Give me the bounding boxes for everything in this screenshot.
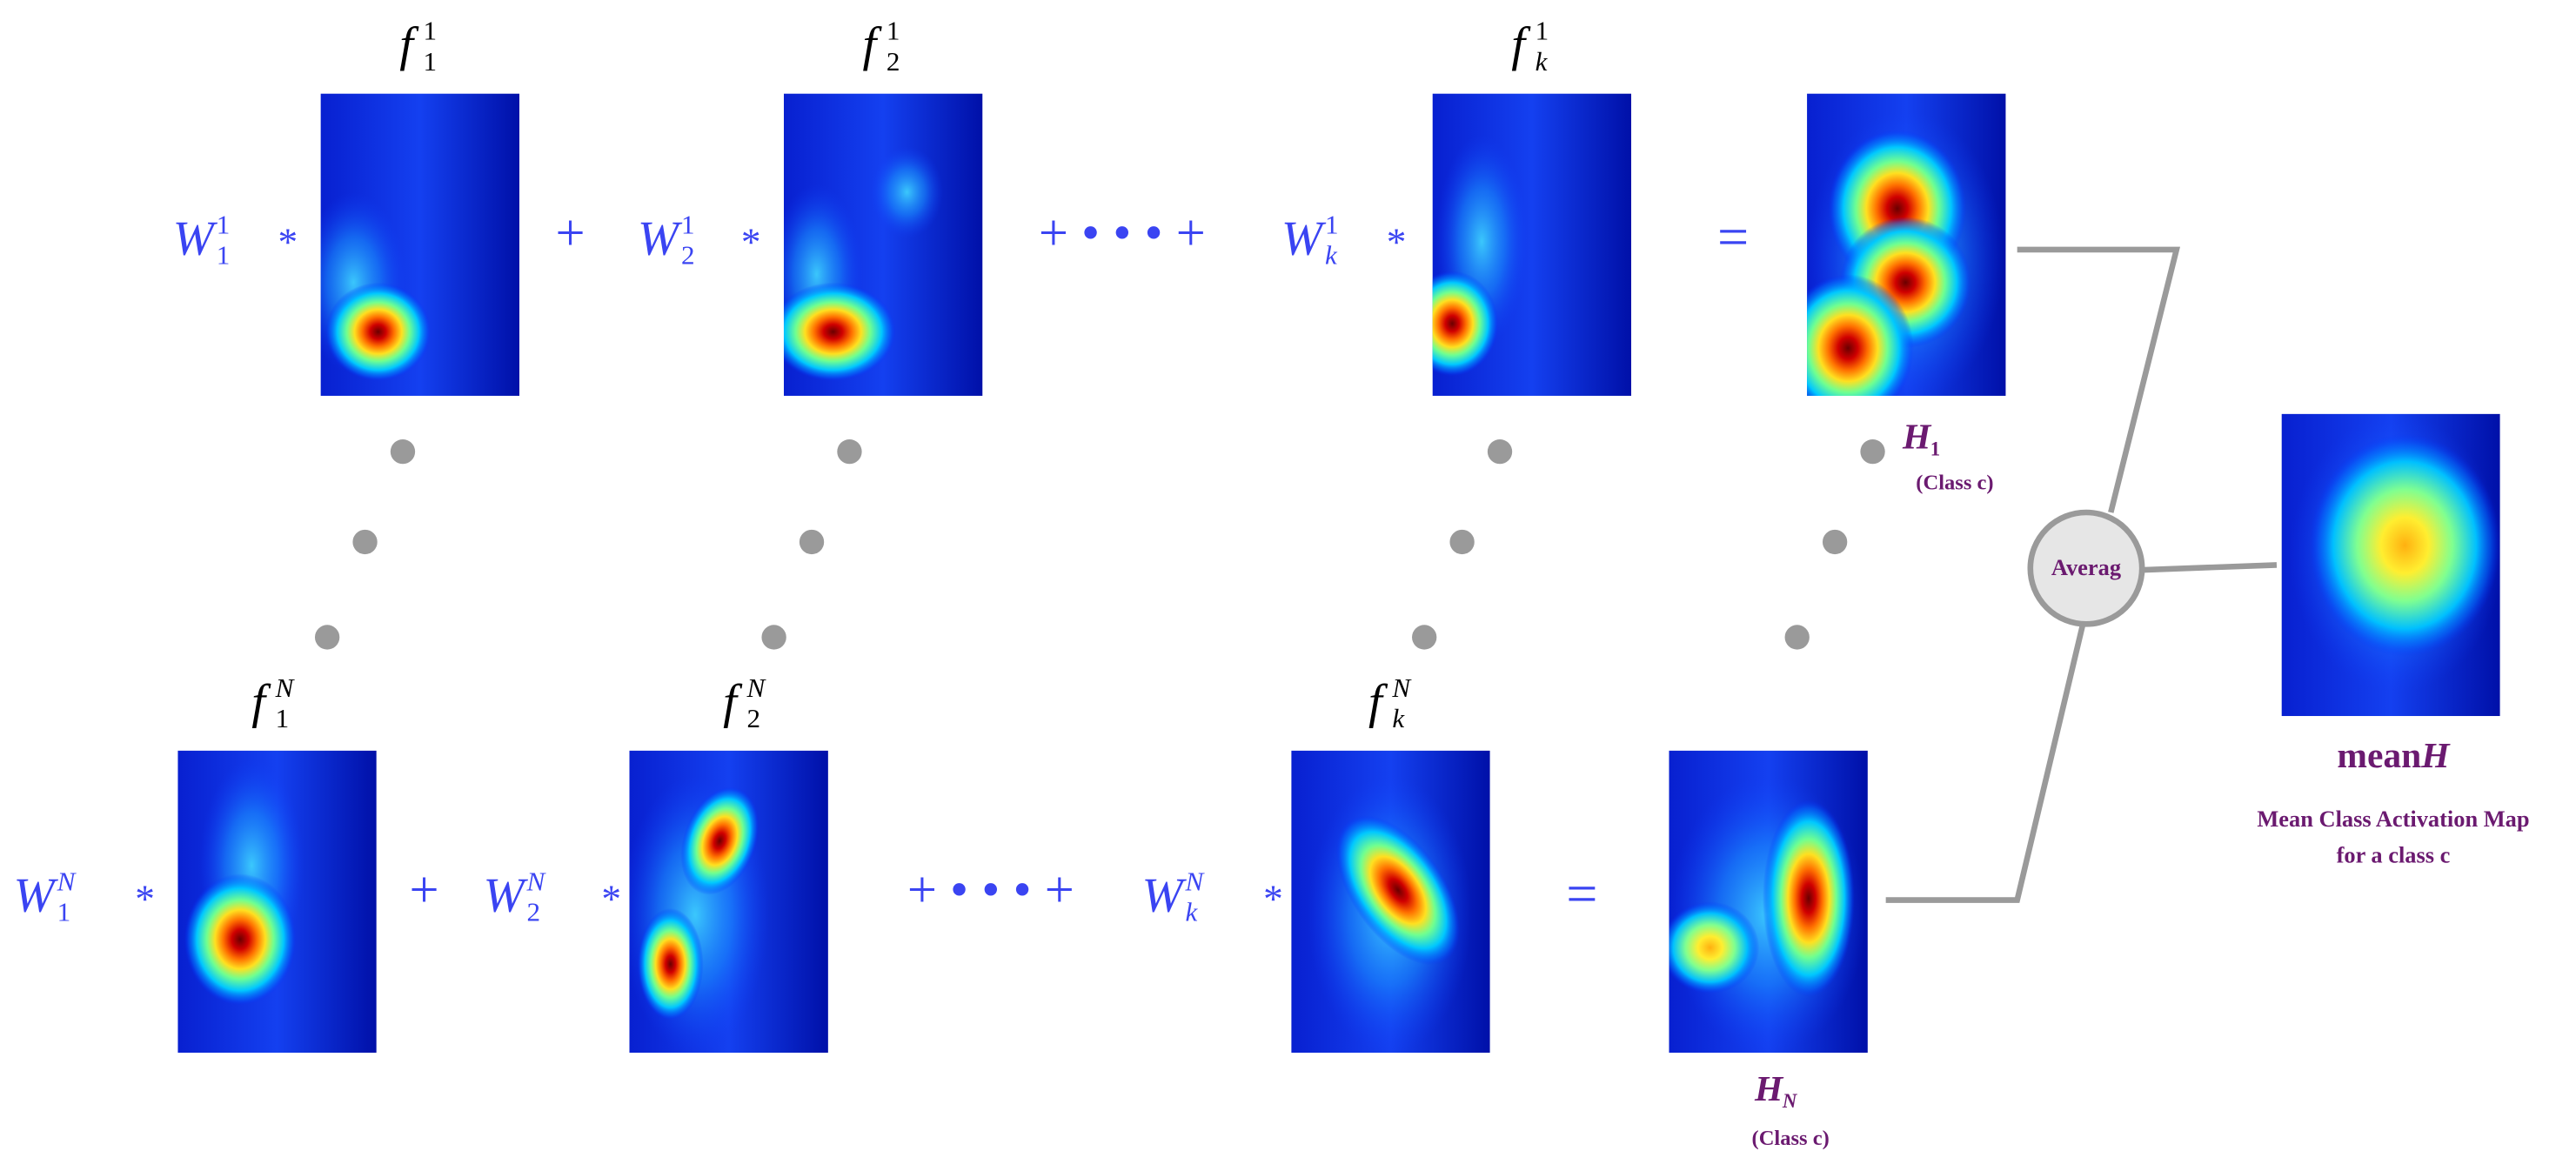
continuation-dot <box>799 529 825 555</box>
multiply-sign: * <box>278 221 298 264</box>
heatmap <box>1432 93 1632 396</box>
math-sup: 1 <box>887 16 900 46</box>
math-sub: N <box>1782 1090 1798 1112</box>
heat-blob <box>2309 433 2500 658</box>
math-sup: N <box>275 672 296 703</box>
continuation-dot <box>1487 438 1513 465</box>
math-sup: 1 <box>681 209 695 239</box>
math-base: f <box>251 675 271 729</box>
heat-blob <box>325 282 432 381</box>
heat-blob <box>1669 901 1760 994</box>
continuation-dot <box>1822 529 1848 555</box>
math-sub: 2 <box>681 240 695 271</box>
continuation-dot <box>1412 625 1437 650</box>
multiply-sign: * <box>135 878 155 921</box>
math-sub: 2 <box>887 46 900 77</box>
math-sub: 1 <box>57 897 71 927</box>
math-sub: k <box>1325 240 1338 271</box>
equals-sign: = <box>1566 863 1597 925</box>
heatmap <box>1807 93 2006 396</box>
heat-blob <box>637 907 704 1020</box>
continuation-dot <box>1860 438 1885 465</box>
multiply-sign: * <box>1263 878 1283 921</box>
math-base: f <box>723 675 743 729</box>
operator: + • • • + <box>1039 204 1206 263</box>
multiply-sign: * <box>741 221 761 264</box>
math-base: W <box>173 211 218 265</box>
continuation-dot <box>1449 529 1475 555</box>
math-base: W <box>1281 211 1327 265</box>
math-base: W <box>638 211 683 265</box>
heatmap <box>2281 413 2500 717</box>
heat-blob <box>870 146 944 238</box>
heatmap <box>783 93 983 396</box>
continuation-dot <box>314 625 340 650</box>
continuation-dot <box>352 529 378 555</box>
heat-blob <box>1763 800 1855 997</box>
math-sub: 1 <box>276 703 290 733</box>
math-sup: N <box>526 867 547 897</box>
math-sub: k <box>1536 46 1549 77</box>
mean-title-base: mean <box>2337 735 2421 775</box>
equals-sign: = <box>1717 206 1749 268</box>
math-base: W <box>1141 869 1187 923</box>
math-base: H <box>1902 416 1932 456</box>
heat-blob <box>1335 815 1461 966</box>
average-label: Averag <box>2051 554 2121 580</box>
operator: + <box>409 861 438 920</box>
multiply-sign: * <box>1387 221 1407 264</box>
connector <box>2017 246 2181 513</box>
continuation-dot <box>390 438 416 465</box>
mean-caption: for a class c <box>2337 841 2451 867</box>
math-base: f <box>399 18 419 72</box>
heat-blob <box>783 282 896 381</box>
math-sup: 1 <box>1325 209 1339 239</box>
math-sub: 2 <box>746 703 760 733</box>
heatmap <box>1669 750 1868 1054</box>
math-sup: N <box>57 867 77 897</box>
heatmap <box>629 750 828 1054</box>
heatmap <box>320 93 520 396</box>
math-sup: 1 <box>424 16 438 46</box>
math-sub: k <box>1392 703 1405 733</box>
average-node <box>2027 509 2145 627</box>
math-sup: N <box>1185 867 1206 897</box>
heatmap <box>177 750 377 1054</box>
connector <box>2143 562 2278 573</box>
math-sub: k <box>1186 897 1199 927</box>
math-base: W <box>14 869 59 923</box>
math-sup: N <box>746 672 766 703</box>
heat-blob <box>1807 274 1914 396</box>
math-sub: 1 <box>424 46 438 77</box>
class-note: (Class c) <box>1752 1127 1830 1150</box>
math-base: f <box>1368 675 1388 729</box>
math-sub: 2 <box>527 897 541 927</box>
continuation-dot <box>1784 625 1810 650</box>
operator: + <box>556 204 585 263</box>
mean-caption: Mean Class Activation Map <box>2257 806 2529 832</box>
math-base: f <box>863 18 883 72</box>
heat-blob <box>184 873 297 1006</box>
math-sup: 1 <box>217 209 231 239</box>
continuation-dot <box>837 438 862 465</box>
connector <box>1885 623 2086 903</box>
math-sub: 1 <box>1930 438 1940 460</box>
heat-blob <box>1432 271 1499 377</box>
heatmap <box>1291 750 1490 1054</box>
math-sup: N <box>1391 672 1412 703</box>
class-note: (Class c) <box>1916 472 1993 495</box>
operator: + • • • + <box>907 861 1074 920</box>
math-base: H <box>1754 1068 1784 1108</box>
mean-title: meanH <box>2337 735 2451 775</box>
math-base: f <box>1511 18 1531 72</box>
math-sup: 1 <box>1536 16 1549 46</box>
heat-blob <box>680 786 759 895</box>
math-sub: 1 <box>217 240 231 271</box>
multiply-sign: * <box>601 878 621 921</box>
math-base: W <box>483 869 528 923</box>
continuation-dot <box>761 625 786 650</box>
mean-title-var: H <box>2420 735 2451 775</box>
